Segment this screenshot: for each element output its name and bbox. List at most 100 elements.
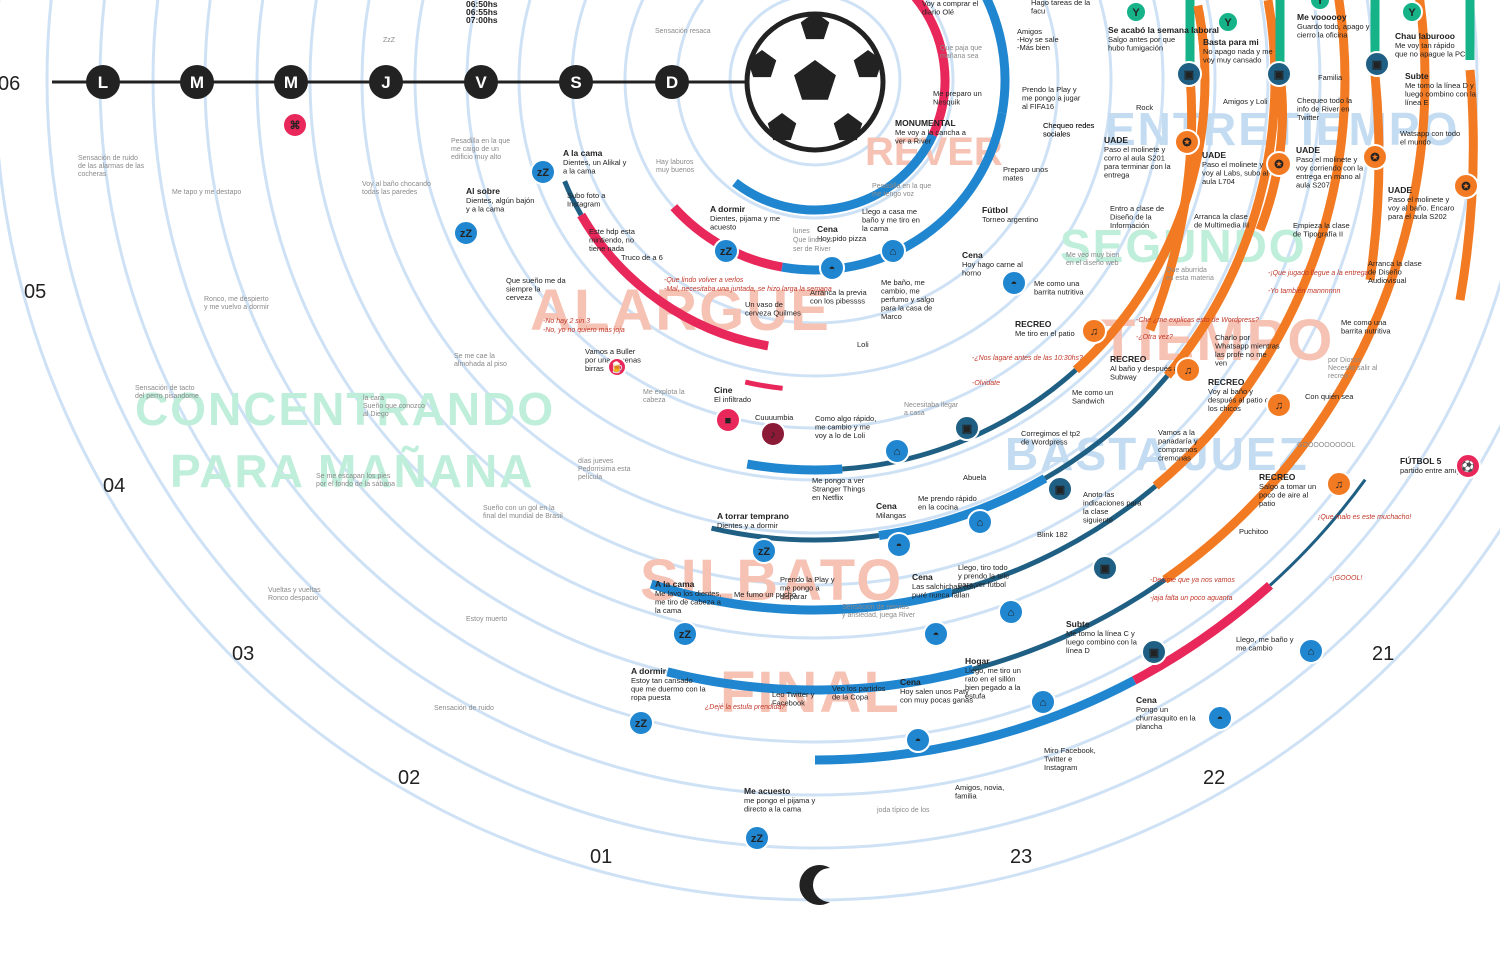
note-text: Arranca la clase — [1194, 212, 1248, 221]
graduate-icon-bg — [1453, 173, 1479, 199]
note-text: Sandwich — [1072, 397, 1105, 406]
grey-note-text: Sensación de nervios — [842, 604, 909, 611]
section-para-manana: PARA MAÑANA — [170, 445, 534, 497]
grey-note-text: Sensación de tacto — [135, 385, 195, 392]
grey-note-text: Ronco despacio — [268, 595, 318, 602]
bell-icon: ♫ — [1081, 318, 1107, 344]
house-icon-glyph: ⌂ — [894, 446, 901, 458]
dinner-icon: ◓ — [819, 255, 845, 281]
day-label: L — [98, 73, 108, 92]
ball-patch — [853, 50, 883, 78]
train-icon-bg — [1266, 61, 1292, 87]
grey-note-text: a casa — [904, 410, 925, 417]
event-text: bien pegado a la — [965, 683, 1021, 692]
music-icon: ♪ — [760, 421, 786, 447]
dinner-icon-bg — [923, 621, 949, 647]
ball-patch — [833, 113, 863, 141]
event-text: ropa puesta — [631, 693, 671, 702]
track-wednesday — [649, 579, 954, 615]
football-icon-bg — [1455, 453, 1481, 479]
train-icon: ▣ — [1364, 51, 1390, 77]
event-text: Dientes y a dormir — [717, 521, 778, 530]
sleep-icon-glyph: zZ — [537, 167, 550, 179]
event-text: Milangas — [876, 511, 906, 520]
grey-note-text: y me vuelvo a dormir — [204, 304, 270, 311]
dinner-icon-glyph: ◓ — [915, 735, 922, 747]
track-tuesday — [972, 577, 1167, 672]
track-sunday — [732, 133, 937, 215]
event-text: horno — [962, 269, 981, 278]
note-text: mates — [1003, 174, 1024, 183]
note-text: de Tipografía II — [1293, 230, 1343, 239]
work-icon-bg — [1217, 11, 1239, 33]
track-monday — [1269, 478, 1367, 587]
day-label: M — [284, 73, 298, 92]
event-text: voy al baño. Encaro — [1388, 204, 1454, 213]
quote-text: -¿Nos lagaré antes de las 10:30hs? — [972, 355, 1083, 362]
event-title: UADE — [1296, 145, 1320, 155]
grey-note-text: Me explota la — [643, 389, 685, 396]
grey-note-text: Pedorrisima esta — [578, 466, 631, 473]
note-text: Corregimos el tp2 — [1021, 429, 1080, 438]
train-icon-bg — [954, 415, 980, 441]
event-title: RECREO — [1015, 319, 1052, 329]
event-text: Estoy tan cansado — [631, 676, 693, 685]
stadium-icon-bg — [282, 112, 308, 138]
event-title: Cena — [912, 572, 933, 582]
work-icon-glyph: Y — [1316, 0, 1324, 7]
grey-note-text: final del mundial de Brasil — [483, 513, 563, 520]
day-marker — [559, 65, 593, 99]
event-text: Hoy pido pizza — [817, 234, 867, 243]
event-text: acuesto — [710, 223, 736, 232]
event-text: aula L704 — [1202, 177, 1235, 186]
train-icon: ▣ — [954, 415, 980, 441]
graduate-icon-bg — [1362, 144, 1388, 170]
grey-note-text: Sensación de ruido — [78, 155, 138, 162]
note-text: Stranger Things — [812, 485, 865, 494]
quote-text: -¿Otra vez? — [1136, 334, 1173, 341]
event-title: Cena — [1136, 695, 1157, 705]
grey-note-text: es esta materia — [1166, 275, 1214, 282]
event-title: UADE — [1202, 150, 1226, 160]
camera-icon: ■ — [715, 407, 741, 433]
grey-note-text: Sensación resaca — [655, 28, 711, 35]
house-icon: ⌂ — [967, 509, 993, 535]
train-icon-bg — [1047, 476, 1073, 502]
note-text: disparar — [780, 592, 808, 601]
grey-note-text: ZzZ — [383, 37, 396, 44]
bell-icon-glyph: ♫ — [1184, 365, 1192, 377]
event-text: para el aula S202 — [1388, 212, 1447, 221]
event-title: A la cama — [563, 148, 603, 158]
soccer-ball-icon — [744, 11, 886, 153]
work-icon-bg — [1309, 0, 1331, 11]
track-orange — [1145, 74, 1197, 332]
graduate-icon-bg — [1174, 129, 1200, 155]
event-text: Voy al baño y — [1208, 387, 1253, 396]
grey-note-text: Que paja que — [940, 45, 982, 52]
graduate-icon-glyph: ✪ — [1181, 137, 1192, 149]
note-text: Rock — [1136, 103, 1153, 112]
note-text: barrita nutritiva — [1034, 288, 1084, 297]
grey-note-text: del perro pisandome — [135, 393, 199, 400]
event-text: Dientes, algún bajón — [466, 196, 534, 205]
sleep-icon: zZ — [672, 621, 698, 647]
event-text: me pongo el pijama y — [744, 796, 816, 805]
house-icon-bg — [1030, 689, 1056, 715]
event-text: línea D — [1066, 646, 1090, 655]
quote-text: -No hay 2 sin 3 — [543, 318, 590, 325]
dinner-icon: ◓ — [886, 532, 912, 558]
note-text: para ver fútbol — [958, 580, 1006, 589]
hour-ring — [151, 0, 1479, 744]
note-text: me pongo a jugar — [1022, 94, 1081, 103]
house-icon-bg — [880, 238, 906, 264]
event-icons: zZ zZ zZ zZ zZ zZ zZ ⌂ ⌂ ⌂ ⌂ ⌂ ⌂ ◓ ◓ ◓ ◓ ◓ ◓ ▣ ▣ ▣ ▣ ▣ ▣ ▣ ♫ ♫ ♫ ♫ ✪ ✪ ✪… — [282, 0, 1481, 851]
event-text: voy al Labs, subo al — [1202, 169, 1269, 178]
note-text: Twitter — [1297, 113, 1320, 122]
note-text: para la casa de — [881, 304, 932, 313]
quote-text: -jaja falta un poco aguanta — [1150, 595, 1233, 602]
event-text: Las salchichas con — [912, 582, 975, 591]
note-text: cremonas — [1158, 454, 1191, 463]
day-label: V — [475, 73, 487, 92]
grey-note-text: Pesadilla en la que — [872, 183, 931, 190]
